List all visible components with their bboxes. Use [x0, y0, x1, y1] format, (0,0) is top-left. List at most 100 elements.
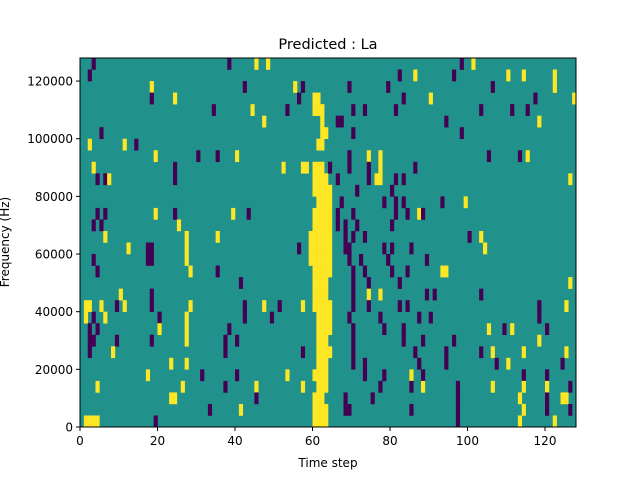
- heatmap-cell-low: [114, 300, 120, 312]
- heatmap-cell-low: [351, 104, 356, 116]
- heatmap-cell-low: [335, 219, 340, 232]
- heatmap-cell-low: [537, 311, 542, 324]
- heatmap-cell-high: [293, 81, 298, 93]
- heatmap-cell-low: [455, 403, 461, 416]
- heatmap-cell-low: [347, 311, 352, 324]
- heatmap-cell-high: [320, 127, 329, 140]
- heatmap-cell-low: [432, 288, 437, 301]
- heatmap-cell-high: [262, 115, 267, 128]
- heatmap-cell-high: [312, 415, 329, 428]
- heatmap-cell-high: [312, 300, 333, 312]
- heatmap-cell-high: [463, 196, 468, 209]
- heatmap-cell-low: [452, 69, 457, 82]
- heatmap-cell-high: [118, 288, 123, 301]
- heatmap-cell-low: [401, 323, 406, 336]
- heatmap-cell-low: [455, 415, 461, 428]
- heatmap-cell-low: [393, 173, 399, 186]
- y-tick-label: 60000: [35, 248, 73, 262]
- heatmap-cell-low: [351, 207, 356, 220]
- heatmap-cell-low: [366, 300, 371, 312]
- heatmap-cell-low: [87, 69, 92, 82]
- heatmap-cell-low: [424, 288, 430, 301]
- heatmap-cell-low: [390, 184, 395, 197]
- heatmap-cell-low: [242, 311, 247, 324]
- heatmap-cell-low: [459, 58, 464, 70]
- heatmap-cell-high: [572, 92, 577, 105]
- heatmap-cell-high: [316, 138, 325, 151]
- heatmap-cell-high: [366, 288, 371, 301]
- heatmap-cell-low: [196, 150, 201, 163]
- heatmap-cell-low: [382, 196, 387, 209]
- heatmap-cell-low: [355, 184, 360, 197]
- heatmap-cell-low: [386, 81, 391, 93]
- heatmap-cell-high: [83, 300, 92, 312]
- heatmap-cell-low: [335, 173, 340, 186]
- heatmap-cell-high: [521, 69, 526, 82]
- heatmap-cell-low: [99, 127, 104, 140]
- heatmap-cell-high: [312, 207, 333, 220]
- heatmap-cell-high: [238, 403, 244, 416]
- heatmap-cell-low: [382, 323, 387, 336]
- heatmap-cell-low: [351, 277, 356, 289]
- heatmap-cell-low: [362, 265, 368, 278]
- heatmap-cell-low: [235, 369, 240, 382]
- heatmap-cell-low: [173, 161, 178, 174]
- heatmap-cell-high: [312, 104, 325, 116]
- heatmap-cell-low: [95, 265, 100, 278]
- heatmap-cell-low: [397, 277, 402, 289]
- heatmap-cell-low: [405, 207, 410, 220]
- heatmap-cell-low: [452, 334, 457, 347]
- heatmap-cell-low: [378, 311, 383, 324]
- heatmap-cell-low: [335, 115, 344, 128]
- heatmap-cell-high: [312, 184, 333, 197]
- heatmap-cell-low: [409, 242, 414, 255]
- heatmap-cell-low: [351, 127, 356, 140]
- heatmap-cell-low: [87, 334, 96, 347]
- heatmap-cell-high: [184, 357, 189, 370]
- heatmap-cell-low: [145, 254, 154, 266]
- heatmap-cell-low: [366, 277, 371, 289]
- heatmap-cell-high: [479, 230, 484, 243]
- heatmap-cell-low: [560, 357, 565, 370]
- heatmap-cell-low: [378, 380, 383, 393]
- heatmap-cell-low: [537, 300, 542, 312]
- x-axis-ticks: 0 20 40 60 80 100 120: [76, 427, 556, 448]
- heatmap-cell-low: [413, 161, 418, 174]
- heatmap-cell-high: [517, 415, 523, 428]
- heatmap-cell-high: [149, 81, 154, 93]
- heatmap-cell-low: [347, 254, 352, 266]
- heatmap-cell-low: [409, 380, 414, 393]
- heatmap-cell-high: [122, 300, 127, 312]
- heatmap-cell-low: [440, 196, 445, 209]
- heatmap-cell-low: [99, 219, 104, 232]
- heatmap-cell-low: [382, 369, 387, 382]
- heatmap-cell-low: [173, 207, 178, 220]
- heatmap-cell-high: [378, 150, 383, 163]
- heatmap-cell-low: [242, 81, 247, 93]
- x-tick-label: 60: [305, 434, 320, 448]
- y-axis-label: Frequency (Hz): [0, 197, 12, 288]
- heatmap-cell-low: [351, 323, 356, 336]
- heatmap-cell-low: [149, 288, 154, 301]
- x-tick-label: 40: [227, 434, 242, 448]
- heatmap-cell-high: [568, 173, 573, 186]
- heatmap-cell-low: [343, 403, 352, 416]
- heatmap-cell-high: [184, 230, 189, 243]
- heatmap-cell-high: [374, 173, 383, 186]
- heatmap-cell-high: [215, 230, 220, 243]
- heatmap-cell-low: [459, 127, 464, 140]
- heatmap-cell-low: [235, 334, 240, 347]
- heatmap-cell-low: [87, 346, 92, 359]
- heatmap-cell-low: [533, 92, 538, 105]
- heatmap-cell-low: [91, 58, 96, 70]
- heatmap-cell-high: [266, 58, 271, 70]
- x-axis-label: Time step: [297, 456, 357, 470]
- heatmap-cell-low: [424, 254, 430, 266]
- heatmap-cell-low: [91, 311, 96, 324]
- heatmap-cell-low: [351, 346, 356, 359]
- heatmap-cell-high: [486, 323, 492, 336]
- heatmap-cell-high: [552, 415, 557, 428]
- heatmap-cell-low: [545, 369, 550, 382]
- heatmap-cell-low: [421, 369, 426, 382]
